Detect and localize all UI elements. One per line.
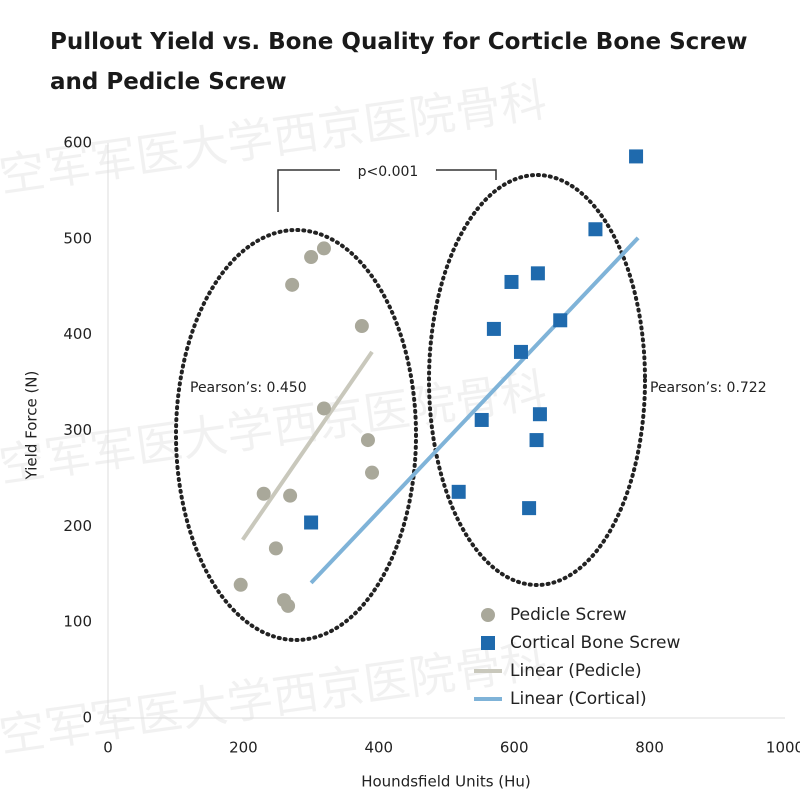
point xyxy=(233,577,248,592)
point xyxy=(530,266,545,281)
point xyxy=(522,501,537,516)
pearson-label: Pearson’s: 0.450 xyxy=(190,380,307,396)
trend-line xyxy=(241,350,374,541)
y-tick-label: 500 xyxy=(63,229,92,247)
point xyxy=(529,433,544,448)
x-tick-label: 0 xyxy=(103,739,113,757)
point xyxy=(513,344,528,359)
x-tick-label: 200 xyxy=(229,739,258,757)
significance-bracket xyxy=(436,169,497,180)
point xyxy=(283,488,298,503)
point xyxy=(360,433,375,448)
point xyxy=(532,407,547,422)
legend-label: Linear (Cortical) xyxy=(510,689,647,709)
point xyxy=(281,598,296,613)
point xyxy=(629,149,644,164)
y-tick-label: 400 xyxy=(63,325,92,343)
x-tick-label: 1000 xyxy=(766,739,800,757)
point xyxy=(504,274,519,289)
point xyxy=(365,465,380,480)
group-ellipse xyxy=(174,228,418,642)
watermark: 空军军医大学西京医院骨科 xyxy=(0,632,550,762)
trend-line xyxy=(309,236,640,585)
point xyxy=(285,277,300,292)
x-tick-label: 400 xyxy=(364,739,393,757)
legend-label: Pedicle Screw xyxy=(510,605,627,625)
y-tick-label: 600 xyxy=(63,134,92,152)
y-tick-label: 0 xyxy=(82,709,92,727)
y-tick-label: 200 xyxy=(63,517,92,535)
y-axis-label: Yield Force (N) xyxy=(23,371,41,481)
group-ellipse xyxy=(427,173,647,587)
legend-marker xyxy=(481,636,495,650)
p-value: p<0.001 xyxy=(358,164,419,180)
point xyxy=(316,241,331,256)
point xyxy=(474,412,489,427)
y-tick-label: 300 xyxy=(63,421,92,439)
y-tick-label: 100 xyxy=(63,613,92,631)
point xyxy=(304,250,319,265)
point xyxy=(316,401,331,416)
x-axis-label: Houndsfield Units (Hu) xyxy=(361,773,531,791)
significance-bracket xyxy=(277,169,340,212)
point xyxy=(486,321,501,336)
point xyxy=(588,222,603,237)
point xyxy=(268,541,283,556)
point xyxy=(553,313,568,328)
point xyxy=(256,486,271,501)
point xyxy=(451,484,466,499)
pearson-label: Pearson’s: 0.722 xyxy=(650,380,767,396)
x-tick-label: 600 xyxy=(500,739,529,757)
point xyxy=(354,319,369,334)
legend-label: Cortical Bone Screw xyxy=(510,633,680,653)
point xyxy=(304,515,319,530)
x-tick-label: 800 xyxy=(635,739,664,757)
chart-title: Pullout Yield vs. Bone Quality for Corti… xyxy=(50,29,748,95)
legend-marker xyxy=(481,608,495,622)
legend-label: Linear (Pedicle) xyxy=(510,661,642,681)
